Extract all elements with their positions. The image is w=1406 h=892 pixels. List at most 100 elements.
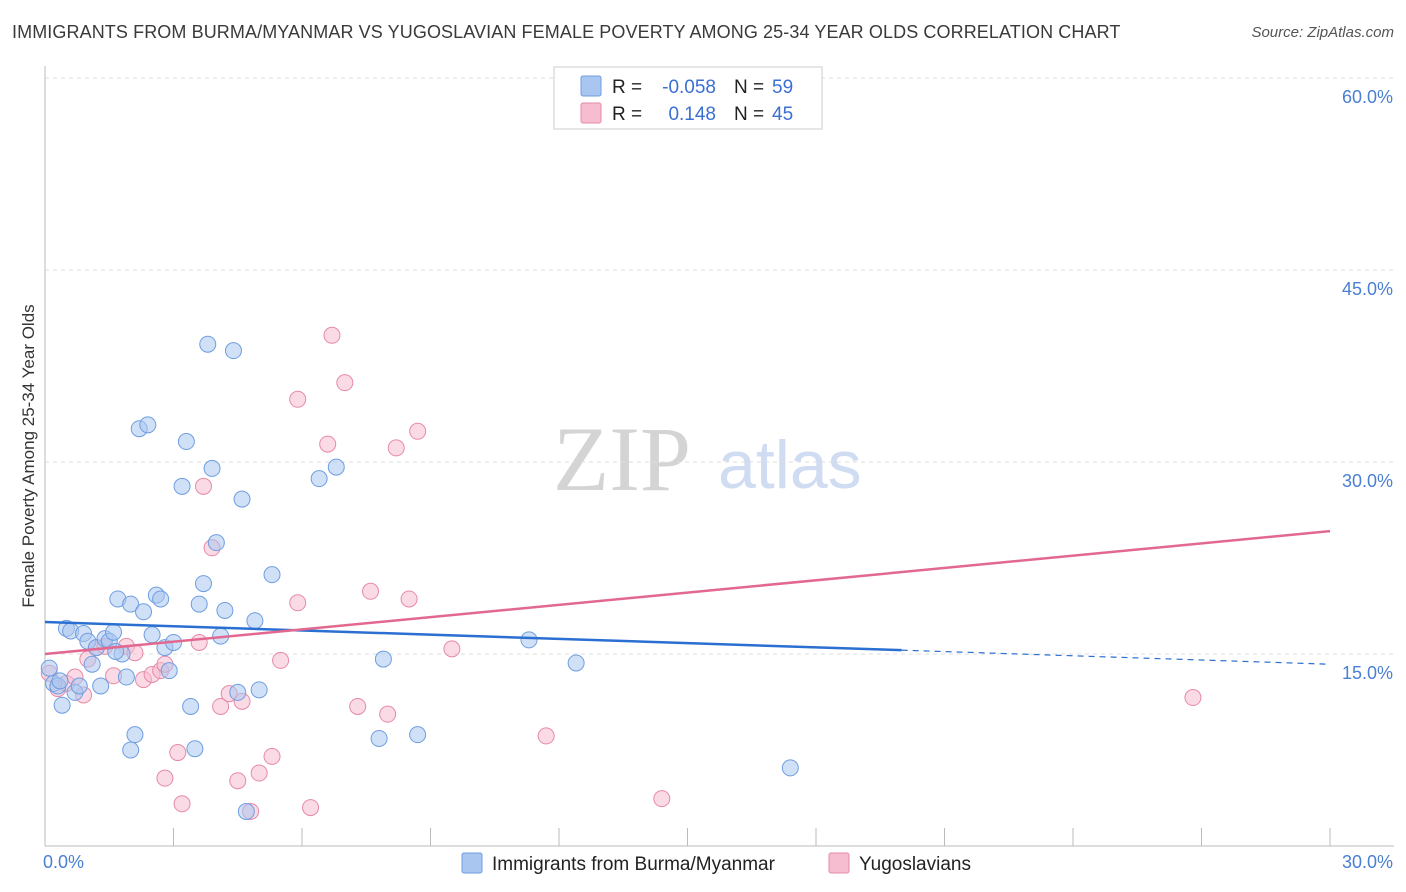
point-yugoslavians-34 [336,374,354,392]
point-burma-39 [207,534,225,552]
trend-line-yugoslavians [44,529,1331,656]
watermark-zip: ZIP [553,408,691,510]
point-yugoslavians-16 [169,744,187,762]
legend-r-value-1: -0.058 [662,77,716,98]
legend-n-value-2: 45 [772,104,793,125]
point-burma-15 [105,623,123,641]
point-burma-43 [229,683,247,701]
point-burma-29 [160,662,178,680]
point-burma-51 [370,729,388,747]
x-tick-labels: 0.0% 30.0% [43,852,1393,872]
point-burma-53 [409,726,427,744]
point-burma-49 [310,470,328,488]
axes [44,66,1394,847]
point-yugoslavians-37 [379,705,397,723]
legend-r-label-2: R = [612,104,642,125]
point-burma-34 [186,740,204,758]
point-yugoslavians-21 [212,697,230,715]
bottom-legend-label-burma: Immigrants from Burma/Myanmar [492,854,776,875]
point-yugoslavians-26 [250,764,268,782]
bottom-legend-swatch-pink [828,852,850,874]
series-legend: Immigrants from Burma/Myanmar Yugoslavia… [461,852,971,875]
point-yugoslavians-19 [194,477,212,495]
y-tick-label-15: 15.0% [1342,663,1393,683]
point-burma-3 [53,696,71,714]
point-burma-37 [199,335,217,353]
point-burma-54 [520,631,538,649]
point-yugoslavians-43 [653,790,671,808]
point-burma-10 [83,655,101,673]
point-yugoslavians-18 [190,633,208,651]
point-yugoslavians-39 [400,590,418,608]
point-burma-57 [51,672,69,690]
point-yugoslavians-32 [319,435,337,453]
source-label: Source: ZipAtlas.com [1251,24,1394,41]
point-yugoslavians-35 [349,697,367,715]
point-yugoslavians-23 [229,772,247,790]
point-burma-25 [143,626,161,644]
point-yugoslavians-44 [1184,689,1202,707]
point-burma-44 [233,490,251,508]
point-burma-46 [246,612,264,630]
bottom-legend-swatch-blue [461,852,483,874]
point-burma-20 [122,741,140,759]
series-burma-points [40,335,799,820]
gridlines [45,77,1394,655]
point-yugoslavians-27 [263,747,281,765]
point-burma-56 [781,759,799,777]
legend-swatch-blue [580,75,602,97]
point-burma-19 [122,595,140,613]
series-yugoslavians-points [40,326,1202,820]
point-burma-24 [139,416,157,434]
point-yugoslavians-38 [387,439,405,457]
y-tick-label-60: 60.0% [1342,87,1393,107]
point-burma-27 [152,590,170,608]
trend-line-burma [44,620,902,652]
legend-n-label-2: N = [734,104,764,125]
y-tick-label-30: 30.0% [1342,471,1393,491]
point-yugoslavians-41 [443,640,461,658]
y-tick-label-45: 45.0% [1342,279,1393,299]
legend-r-value-2: 0.148 [668,104,716,125]
point-yugoslavians-42 [537,727,555,745]
legend-r-label-1: R = [612,77,642,98]
legend-swatch-pink [580,102,602,124]
point-yugoslavians-15 [156,769,174,787]
legend-n-label-1: N = [734,77,764,98]
point-burma-45 [237,802,255,820]
point-yugoslavians-36 [362,582,380,600]
point-burma-7 [70,677,88,695]
x-tick-label-max: 30.0% [1342,852,1393,872]
point-burma-52 [374,650,392,668]
point-yugoslavians-29 [289,594,307,612]
point-burma-42 [224,342,242,360]
point-burma-50 [327,458,345,476]
point-burma-31 [173,477,191,495]
point-burma-55 [567,654,585,672]
point-yugoslavians-40 [409,422,427,440]
trend-line-burma-extension [901,649,1331,665]
point-yugoslavians-31 [302,799,320,817]
point-burma-12 [92,677,110,695]
point-burma-41 [216,601,234,619]
point-burma-35 [190,595,208,613]
point-burma-48 [263,566,281,584]
point-burma-36 [194,575,212,593]
point-yugoslavians-28 [272,651,290,669]
y-tick-labels: 15.0% 30.0% 45.0% 60.0% [1342,87,1393,683]
point-burma-0 [40,659,58,677]
point-burma-23 [135,603,153,621]
bottom-legend-label-yugoslavians: Yugoslavians [859,854,971,875]
y-axis-label: Female Poverty Among 25-34 Year Olds [19,304,38,607]
point-yugoslavians-33 [323,326,341,344]
point-burma-33 [182,697,200,715]
correlation-legend: R = -0.058 N = 59 R = 0.148 N = 45 [553,66,823,130]
point-burma-32 [177,433,195,451]
trend-lines [44,529,1331,665]
x-tick-label-min: 0.0% [43,852,84,872]
point-burma-47 [250,681,268,699]
point-yugoslavians-30 [289,390,307,408]
point-burma-38 [203,459,221,477]
legend-n-value-1: 59 [772,77,793,98]
